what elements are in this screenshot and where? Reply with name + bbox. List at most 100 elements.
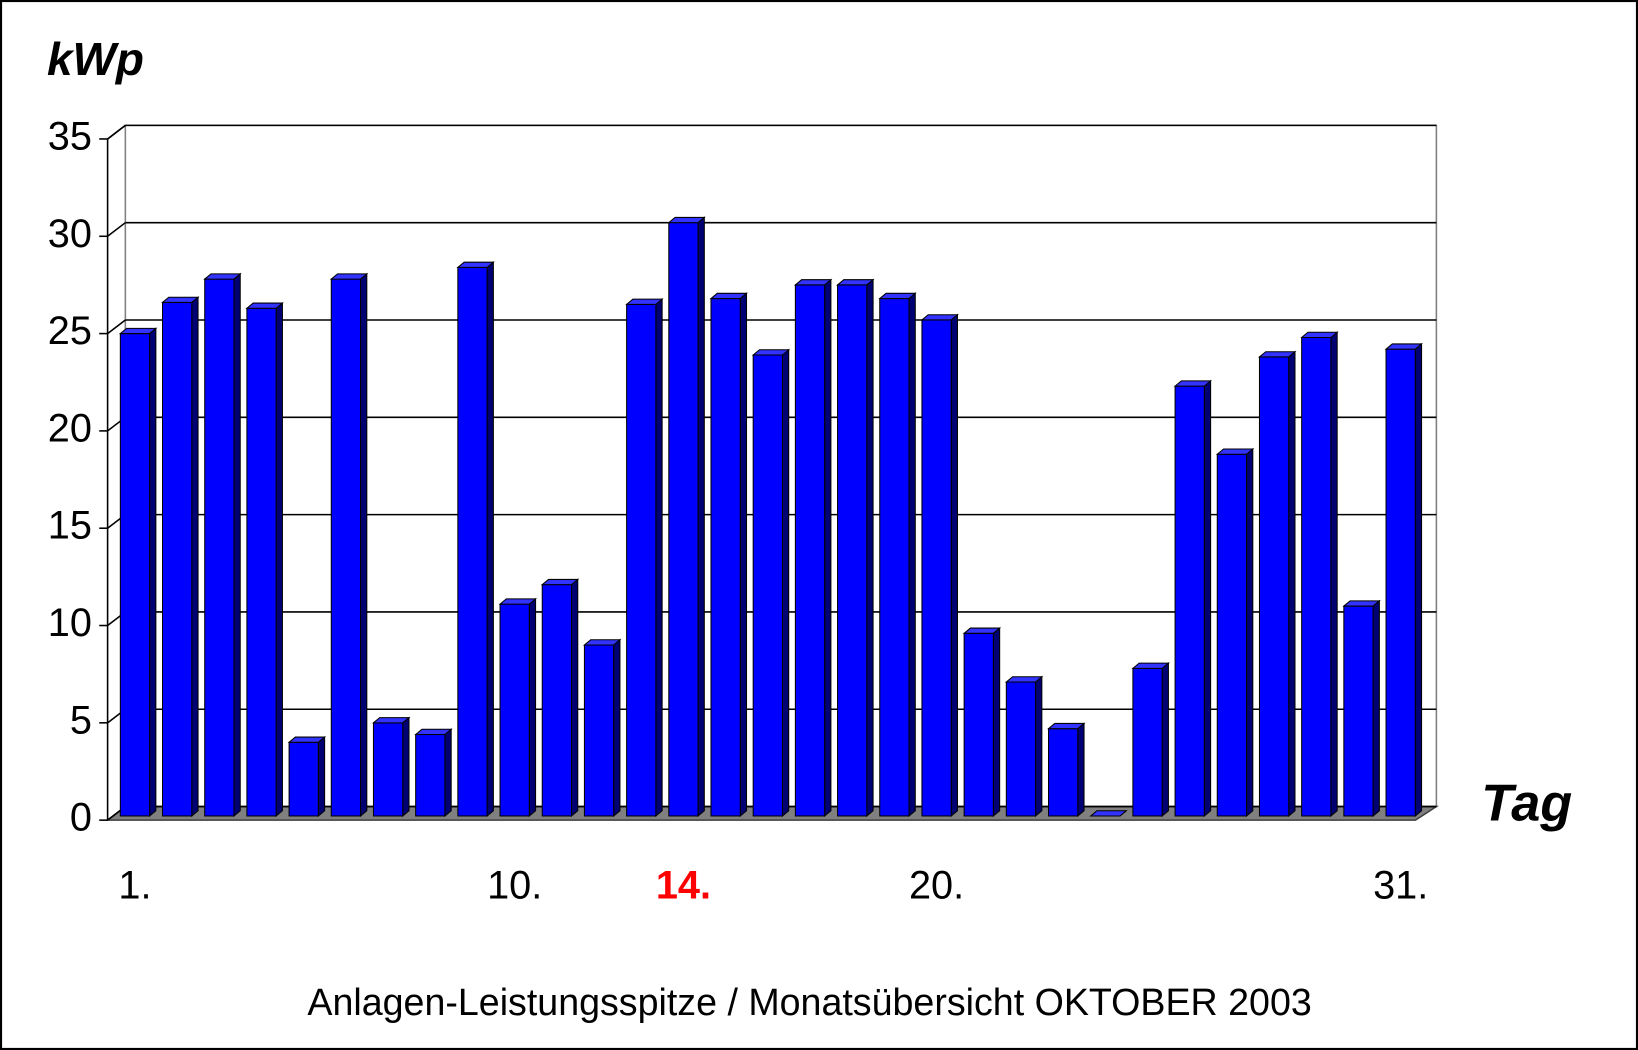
bar-top	[625, 298, 664, 305]
bar-top	[287, 736, 327, 743]
bar-side	[1035, 675, 1043, 818]
bar	[499, 603, 530, 817]
bar-side	[402, 716, 410, 818]
x-tick-label: 10.	[487, 864, 542, 908]
bar	[583, 644, 615, 817]
bar-top	[1173, 380, 1213, 387]
bar-side	[486, 261, 494, 818]
bar-top	[582, 639, 622, 646]
bar-side	[191, 296, 199, 818]
grid-line-side	[107, 222, 126, 237]
bar-top	[456, 261, 495, 268]
grid-line-side	[107, 124, 126, 140]
bar	[879, 298, 910, 817]
bar	[1174, 385, 1205, 817]
bar-top	[751, 349, 791, 356]
bar-side	[866, 278, 874, 818]
bar-top	[540, 578, 580, 586]
bar-side	[317, 735, 326, 818]
bar-top	[878, 292, 917, 300]
bar-side	[739, 292, 748, 818]
bar-side	[570, 578, 579, 818]
bar-side	[1288, 350, 1296, 818]
bar-side	[149, 327, 157, 818]
x-tick-label: 1.	[118, 864, 151, 908]
bar	[752, 354, 783, 817]
bar-top	[1215, 448, 1255, 455]
y-tick-label: 25	[48, 309, 92, 353]
bar	[710, 298, 741, 817]
x-tick-label: 20.	[909, 864, 964, 908]
bar	[1047, 728, 1079, 817]
bar-top	[245, 302, 284, 309]
bar-top	[414, 728, 453, 736]
bar-side	[1372, 599, 1380, 818]
bar-top	[962, 627, 1002, 634]
bar-side	[1330, 331, 1338, 818]
bar-side	[1161, 662, 1169, 818]
y-tick-label: 0	[70, 796, 92, 840]
bar-side	[697, 216, 705, 818]
bar-top	[836, 279, 875, 286]
bar	[288, 741, 319, 817]
bar-top	[118, 327, 158, 335]
bar-top	[498, 598, 538, 605]
bar-top	[1089, 810, 1128, 817]
bar	[1132, 667, 1163, 817]
bar-side	[360, 272, 368, 818]
bar-top	[1131, 662, 1170, 669]
bar-top	[793, 279, 833, 286]
bar	[457, 266, 488, 817]
bar-side	[444, 728, 452, 818]
bar-side	[824, 278, 832, 818]
bar-top	[372, 717, 411, 724]
bar	[668, 222, 699, 817]
bar	[415, 733, 446, 817]
bar	[541, 584, 573, 817]
y-tick-label: 5	[70, 698, 92, 742]
x-tick-label: 14.	[656, 864, 711, 908]
chart-title: Anlagen-Leistungsspitze / Monatsübersich…	[307, 981, 1311, 1023]
bar	[1216, 453, 1248, 817]
y-tick-label: 15	[48, 504, 92, 548]
bar-side	[1414, 342, 1423, 818]
bar-side	[655, 298, 663, 818]
bar-side	[1077, 722, 1085, 818]
bar-side	[528, 597, 537, 818]
bar-side	[1203, 379, 1212, 818]
y-tick-label: 35	[48, 114, 92, 158]
bar	[837, 284, 868, 817]
y-tick-label: 30	[48, 212, 92, 256]
bar	[1301, 336, 1332, 817]
bar-side	[992, 626, 1001, 818]
bar	[330, 278, 362, 817]
bar	[794, 284, 826, 817]
bar-top	[203, 273, 242, 280]
grid-line-side	[107, 319, 126, 335]
bar-side	[908, 292, 916, 818]
bar-side	[233, 272, 241, 818]
y-tick-label: 10	[48, 601, 92, 645]
bar-top	[1047, 722, 1086, 730]
bar-top	[1342, 600, 1381, 607]
bar	[1005, 681, 1037, 817]
bar-side	[1246, 447, 1254, 818]
bar-top	[1004, 676, 1044, 683]
bar	[921, 319, 952, 817]
bar-top	[709, 292, 748, 300]
y-tick-label: 20	[48, 406, 92, 450]
bar-side	[781, 348, 790, 818]
bar-side	[613, 638, 621, 818]
bar-top	[667, 216, 706, 224]
bar-top	[161, 296, 200, 303]
bar-top	[1384, 343, 1423, 350]
bar-top	[1300, 331, 1339, 338]
x-tick-label: 31.	[1373, 864, 1428, 908]
bar	[372, 722, 404, 817]
bar-top	[329, 273, 369, 280]
bar	[626, 303, 657, 817]
bar-top	[920, 314, 959, 321]
bar-side	[275, 301, 283, 818]
bar	[1343, 605, 1374, 817]
